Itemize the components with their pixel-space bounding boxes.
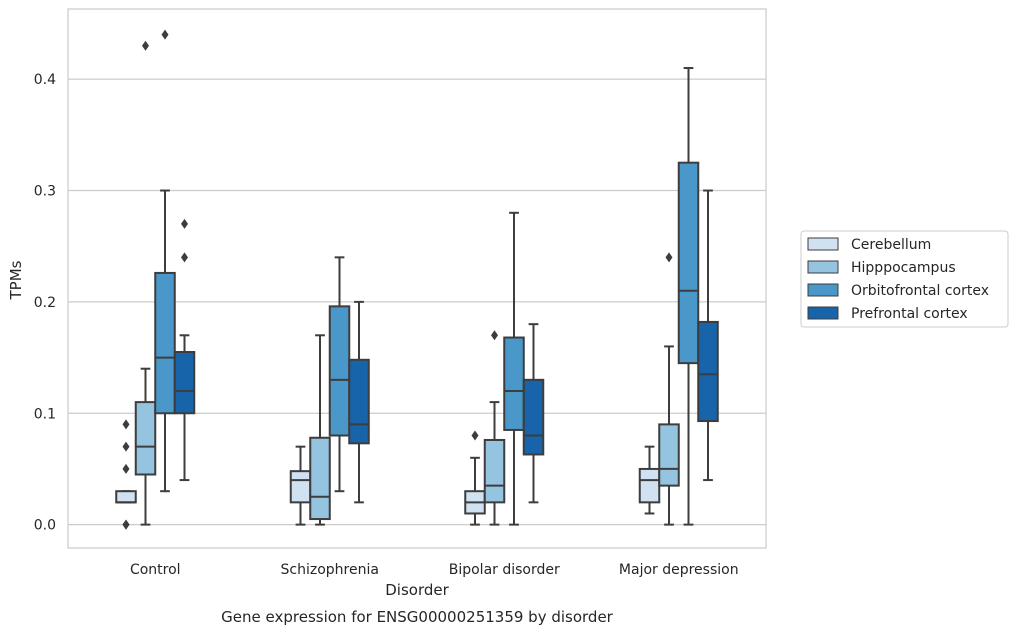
outlier-point	[665, 252, 673, 263]
box-body	[115, 490, 137, 504]
box-group	[173, 218, 196, 482]
outlier-point	[142, 40, 149, 51]
box-group	[328, 256, 351, 493]
y-tick-label: 0.3	[34, 184, 56, 200]
box-group	[503, 211, 525, 526]
box-body	[677, 161, 700, 365]
y-axis-ticks: 0.0 0.1 0.2 0.3 0.4	[34, 72, 56, 533]
x-axis-label: Disorder	[385, 581, 449, 599]
box-body	[309, 436, 331, 521]
legend-label: Orbitofrontal cortex	[851, 283, 989, 299]
box-body	[348, 358, 370, 445]
outlier-point	[491, 330, 498, 341]
y-tick-label: 0.2	[34, 295, 56, 311]
outlier-point	[122, 441, 130, 452]
legend-label: Cerebellum	[851, 237, 931, 253]
box-body	[697, 320, 719, 423]
legend-swatch	[807, 283, 839, 297]
box-group	[697, 189, 719, 482]
legend: Cerebellum Hipppocampus Orbitofrontal cort…	[800, 230, 1009, 328]
box-group	[677, 67, 700, 526]
box-group	[309, 334, 331, 526]
legend-swatch	[807, 260, 839, 274]
legend-label: Prefrontal cortex	[851, 306, 968, 322]
y-tick-label: 0.4	[34, 72, 56, 88]
legend-frame	[800, 230, 1009, 328]
legend-swatch	[807, 237, 839, 251]
box-group	[464, 430, 486, 526]
box-body	[658, 423, 680, 487]
plot-frame	[67, 8, 767, 549]
box-group	[658, 252, 680, 526]
x-tick-label: Schizophrenia	[281, 562, 379, 578]
y-tick-label: 0.1	[34, 406, 56, 422]
y-tick-label: 0.0	[34, 518, 56, 534]
x-tick-label: Control	[130, 562, 181, 578]
outlier-point	[471, 430, 479, 441]
outlier-point	[181, 252, 188, 263]
box-group	[638, 445, 661, 515]
box-body	[289, 470, 312, 504]
box-group	[115, 419, 137, 530]
box-body	[134, 401, 157, 476]
box-body	[638, 467, 661, 504]
legend-label: Hipppocampus	[851, 260, 956, 276]
x-axis-ticks: Control Schizophrenia Bipolar disorder Majo…	[130, 562, 739, 578]
box-group	[134, 40, 157, 526]
box-group	[483, 330, 506, 526]
outlier-point	[181, 218, 188, 229]
box-group	[289, 445, 312, 526]
outlier-point	[161, 29, 169, 40]
y-axis-label: TPMs	[7, 260, 25, 300]
x-tick-label: Major depression	[619, 562, 739, 578]
outlier-point	[122, 419, 130, 430]
x-tick-label: Bipolar disorder	[449, 562, 560, 578]
box-layer	[115, 29, 719, 530]
box-group	[522, 323, 545, 504]
box-group	[154, 29, 176, 493]
box-body	[522, 378, 545, 456]
legend-swatch	[807, 306, 839, 320]
box-body	[503, 336, 525, 431]
box-body	[173, 351, 196, 415]
outlier-point	[122, 463, 130, 474]
chart-caption: Gene expression for ENSG00000251359 by d…	[221, 608, 614, 626]
outlier-point	[122, 519, 130, 530]
box-group	[348, 300, 370, 504]
box-body	[328, 305, 351, 437]
legend-items: Cerebellum Hipppocampus Orbitofrontal cort…	[807, 237, 989, 322]
box-body	[154, 271, 176, 415]
box-body	[483, 438, 506, 504]
